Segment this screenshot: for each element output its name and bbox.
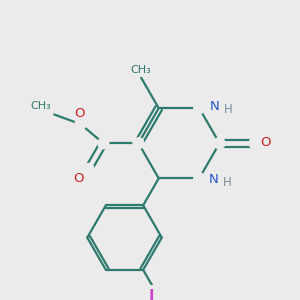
Text: CH₃: CH₃ — [30, 101, 51, 111]
Circle shape — [249, 138, 260, 149]
Text: O: O — [260, 136, 271, 149]
Text: H: H — [224, 103, 233, 116]
Circle shape — [194, 173, 205, 184]
Text: O: O — [74, 106, 84, 119]
Text: N: N — [209, 173, 219, 186]
Circle shape — [194, 103, 205, 114]
Circle shape — [83, 164, 94, 175]
Text: H: H — [223, 176, 232, 189]
Text: N: N — [210, 100, 220, 113]
Text: I: I — [149, 289, 155, 300]
Circle shape — [98, 138, 109, 149]
Circle shape — [133, 138, 144, 149]
Circle shape — [75, 118, 86, 130]
Text: O: O — [74, 172, 84, 184]
Circle shape — [214, 138, 225, 149]
Text: CH₃: CH₃ — [131, 65, 152, 75]
